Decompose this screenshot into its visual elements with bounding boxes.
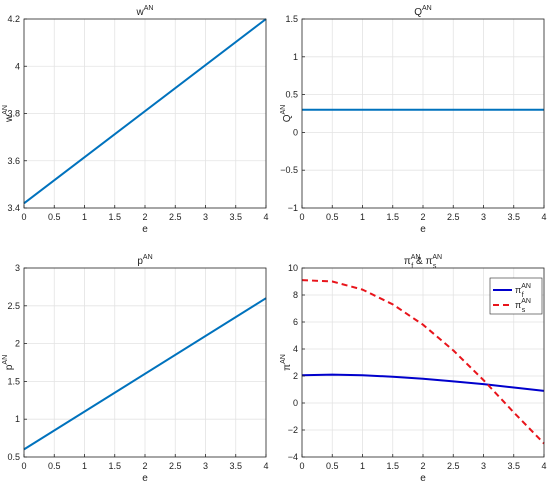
y-tick-label-6: 8: [293, 290, 298, 300]
x-tick-label-8: 4: [541, 212, 546, 222]
x-tick-label-3: 1.5: [386, 461, 399, 471]
x-tick-label-3: 1.5: [108, 461, 121, 471]
x-tick-label-0: 0: [299, 212, 304, 222]
y-tick-label-4: 2.5: [7, 301, 20, 311]
panel-q-an: 0 0.5 1 1.5 2 2.5 3 3.5 4 −1 −0.5 0 0.5 1 1.5 e QAN​ QAN​: [280, 5, 547, 235]
y-tick-label-7: 10: [288, 263, 298, 273]
x-tick-label-2: 1: [360, 212, 365, 222]
x-tick-label-2: 1: [82, 461, 87, 471]
series-line-0: [23, 18, 267, 205]
x-tick-label-7: 3.5: [507, 461, 520, 471]
y-tick-label-5: 3: [15, 263, 20, 273]
x-tick-label-6: 3: [203, 461, 208, 471]
y-tick-label-1: −0.5: [280, 165, 298, 175]
series-line-0: [301, 373, 545, 392]
x-tick-label-8: 4: [541, 461, 546, 471]
x-tick-label-7: 3.5: [507, 212, 520, 222]
y-axis-label: πAN​: [280, 354, 293, 371]
y-tick-label-4: 4.2: [7, 14, 20, 24]
x-tick-label-1: 0.5: [326, 461, 339, 471]
x-tick-label-5: 2.5: [447, 212, 460, 222]
y-tick-label-3: 4: [15, 61, 20, 71]
y-tick-label-5: 1.5: [285, 14, 298, 24]
panel-title: QAN​: [414, 5, 432, 18]
y-tick-label-0: −4: [288, 452, 298, 462]
y-tick-label-1: 3.6: [7, 156, 20, 166]
y-tick-label-4: 4: [293, 344, 298, 354]
y-tick-label-2: 0: [293, 127, 298, 137]
x-axis-label: e: [142, 224, 148, 235]
x-tick-label-5: 2.5: [447, 461, 460, 471]
y-tick-label-1: 1: [15, 414, 20, 424]
panel-w-an: 0 0.5 1 1.5 2 2.5 3 3.5 4 3.4 3.6 3.8 4 4.2 e wAN​ wAN​: [2, 5, 269, 235]
x-tick-label-7: 3.5: [229, 212, 242, 222]
x-axis-label: e: [420, 224, 426, 235]
x-tick-label-0: 0: [299, 461, 304, 471]
legend-box: [489, 277, 543, 315]
y-tick-label-4: 1: [293, 52, 298, 62]
x-tick-label-5: 2.5: [169, 461, 182, 471]
y-tick-label-1: −2: [288, 425, 298, 435]
x-tick-label-6: 3: [203, 212, 208, 222]
panel-title: wAN​: [136, 5, 154, 18]
x-tick-label-2: 1: [82, 212, 87, 222]
y-axis-label: wAN​: [2, 105, 15, 123]
x-tick-label-7: 3.5: [229, 461, 242, 471]
x-tick-label-3: 1.5: [386, 212, 399, 222]
y-tick-label-3: 2: [15, 339, 20, 349]
x-tick-label-8: 4: [263, 212, 268, 222]
y-tick-label-3: 0.5: [285, 90, 298, 100]
y-tick-label-0: −1: [288, 203, 298, 213]
y-tick-label-0: 3.4: [7, 203, 20, 213]
series-line-1: [301, 279, 545, 445]
x-axis-label: e: [420, 473, 426, 484]
x-tick-label-4: 2: [142, 212, 147, 222]
x-tick-label-1: 0.5: [326, 212, 339, 222]
y-axis-label: pAN​: [2, 355, 15, 370]
x-tick-label-6: 3: [481, 212, 486, 222]
panel-title: pAN​: [137, 254, 152, 267]
x-tick-label-4: 2: [420, 461, 425, 471]
x-tick-label-6: 3: [481, 461, 486, 471]
y-tick-label-3: 2: [293, 371, 298, 381]
x-axis-label: e: [142, 473, 148, 484]
x-tick-label-0: 0: [21, 461, 26, 471]
x-tick-label-8: 4: [263, 461, 268, 471]
x-tick-label-4: 2: [420, 212, 425, 222]
series-line-0: [23, 297, 267, 451]
y-axis-label: QAN​: [280, 105, 293, 123]
x-tick-label-1: 0.5: [48, 461, 61, 471]
x-tick-label-3: 1.5: [108, 212, 121, 222]
x-tick-label-1: 0.5: [48, 212, 61, 222]
y-tick-label-0: 0.5: [7, 452, 20, 462]
y-tick-label-2: 0: [293, 398, 298, 408]
y-tick-label-2: 3.8: [7, 109, 20, 119]
x-tick-label-5: 2.5: [169, 212, 182, 222]
y-tick-label-2: 1.5: [7, 376, 20, 386]
y-tick-label-5: 6: [293, 317, 298, 327]
x-tick-label-2: 1: [360, 461, 365, 471]
x-tick-label-4: 2: [142, 461, 147, 471]
x-tick-label-0: 0: [21, 212, 26, 222]
